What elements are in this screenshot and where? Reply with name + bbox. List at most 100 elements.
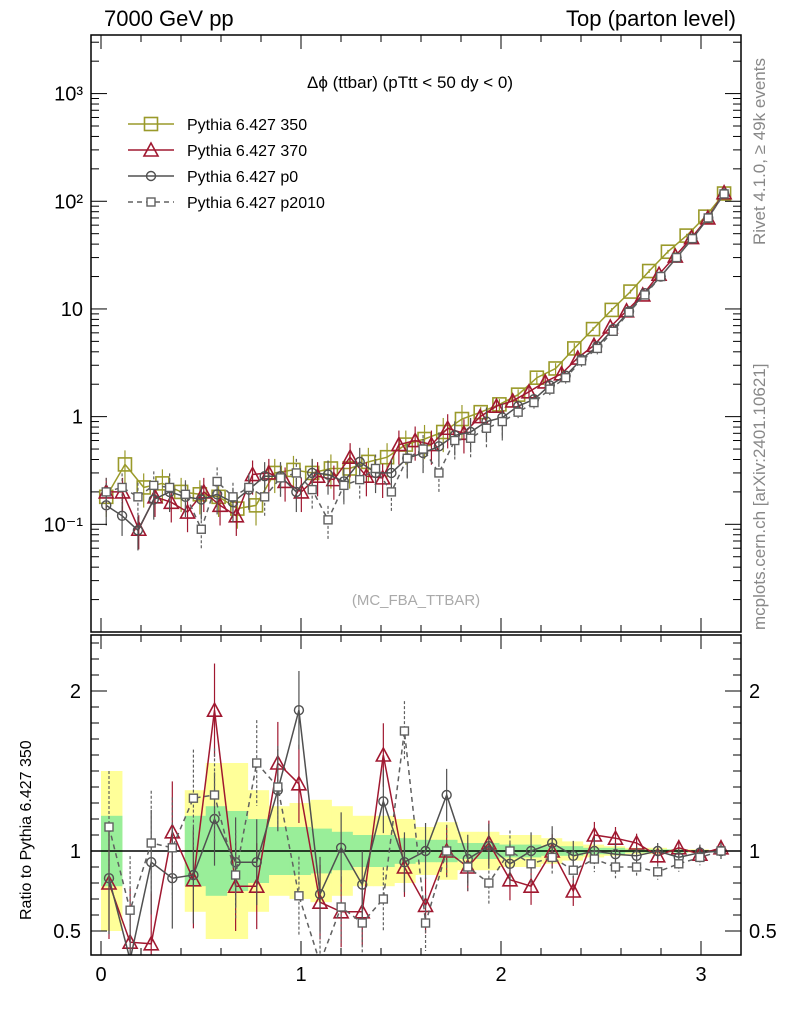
ratio-data-point (522, 877, 540, 894)
data-point (545, 384, 555, 394)
ratio-data-point (505, 846, 515, 856)
ratio-data-point (188, 793, 199, 803)
data-point (497, 416, 507, 427)
data-point (370, 463, 381, 474)
data-point (117, 482, 127, 493)
ratio-data-point (631, 862, 642, 872)
data-point (307, 484, 317, 495)
ratio-data-point (252, 758, 262, 768)
ratio-data-point (399, 857, 410, 868)
ratio-data-point (290, 775, 308, 791)
ratio-data-point (484, 878, 494, 888)
main-y-tick-label: 10² (54, 191, 83, 213)
data-point (133, 492, 143, 502)
ratio-data-point (441, 846, 452, 856)
data-point (418, 444, 428, 454)
data-point (196, 494, 207, 505)
ratio-data-point (104, 822, 114, 832)
main-plot-series (97, 184, 733, 551)
legend-label: Pythia 6.427 350 (187, 117, 307, 134)
data-point (465, 433, 476, 443)
data-point (162, 493, 180, 510)
ratio-data-point (167, 843, 178, 853)
ratio-data-point (674, 859, 684, 869)
ratio-data-point (652, 845, 663, 857)
plot-title: Δϕ (ttbar) (pTtt < 50 dy < 0) (307, 73, 513, 92)
ratio-data-point (125, 905, 135, 915)
main-y-tick-label: 10 (61, 299, 83, 321)
ratio-data-point (378, 796, 389, 807)
data-point (481, 423, 492, 433)
ratio-data-point (335, 842, 347, 853)
data-point (454, 411, 470, 427)
ratio-data-point (336, 902, 346, 912)
x-tick-label: 1 (295, 964, 306, 986)
data-point (488, 397, 505, 413)
data-point (604, 302, 620, 318)
data-point (435, 424, 451, 440)
ratio-data-point (142, 935, 160, 951)
ratio-data-point (420, 918, 431, 928)
data-point (101, 487, 111, 497)
ratio-data-point (293, 705, 305, 716)
data-point (244, 482, 254, 493)
data-point (719, 189, 729, 199)
ratio-data-point (294, 891, 304, 901)
ratio-data-point (188, 869, 199, 881)
data-point (293, 483, 310, 499)
main-y-tick-label: 10⁻¹ (44, 514, 84, 536)
ratio-data-point (375, 746, 392, 762)
legend-label: Pythia 6.427 p2010 (187, 195, 325, 212)
legend-marker (142, 141, 160, 157)
data-point (374, 469, 391, 485)
data-point (513, 407, 523, 417)
legend-marker (146, 197, 156, 207)
data-point (259, 470, 270, 482)
ratio-data-point (463, 862, 473, 872)
data-point (322, 469, 334, 480)
data-point (471, 407, 489, 424)
series-line (106, 192, 725, 531)
ratio-data-point (649, 847, 667, 863)
data-point (117, 457, 133, 472)
data-point (379, 449, 395, 465)
ratio-data-point (589, 854, 600, 864)
ratio-data-point (314, 889, 326, 900)
data-point (146, 488, 164, 504)
ratio-y-tick-label-left: 1 (70, 841, 81, 863)
header-process: Top (parton level) (566, 6, 736, 31)
data-point (212, 476, 222, 487)
data-point (576, 356, 587, 366)
ratio-series-pythia-6-427-p2010 (104, 701, 726, 955)
data-point (291, 468, 302, 478)
plot-axes: 0 1 2 3 10⁻¹ 1 10 10² 10³ 0.5 0.5 1 1 2 2 (44, 35, 777, 986)
data-point (355, 474, 365, 485)
data-point (341, 448, 359, 465)
ratio-data-point (206, 701, 223, 718)
data-point (149, 480, 159, 491)
ratio-plot-frame (90, 634, 742, 956)
ratio-y-tick-label-left: 2 (70, 681, 81, 703)
ratio-data-point (420, 845, 431, 857)
ratio-y-tick-label-right: 1 (749, 841, 760, 863)
ratio-data-point (526, 859, 536, 869)
data-point (386, 467, 397, 479)
series-line (105, 193, 725, 532)
ratio-data-point (357, 879, 368, 890)
data-point (309, 467, 326, 483)
main-plot-frame (90, 34, 742, 633)
data-point (671, 252, 682, 263)
main-y-tick-label: 1 (72, 407, 83, 429)
data-point (116, 510, 128, 521)
legend-marker (143, 116, 159, 132)
ratio-y-tick-label-right: 2 (749, 681, 760, 703)
ratio-data-point (568, 865, 578, 875)
data-point (259, 492, 270, 502)
ratio-data-point (547, 852, 557, 863)
ratio-data-point (251, 857, 262, 868)
data-point (323, 515, 333, 525)
legend-label: Pythia 6.427 370 (187, 143, 307, 160)
series-pythia-6-427-p0 (101, 188, 730, 551)
ratio-data-point (610, 862, 621, 872)
